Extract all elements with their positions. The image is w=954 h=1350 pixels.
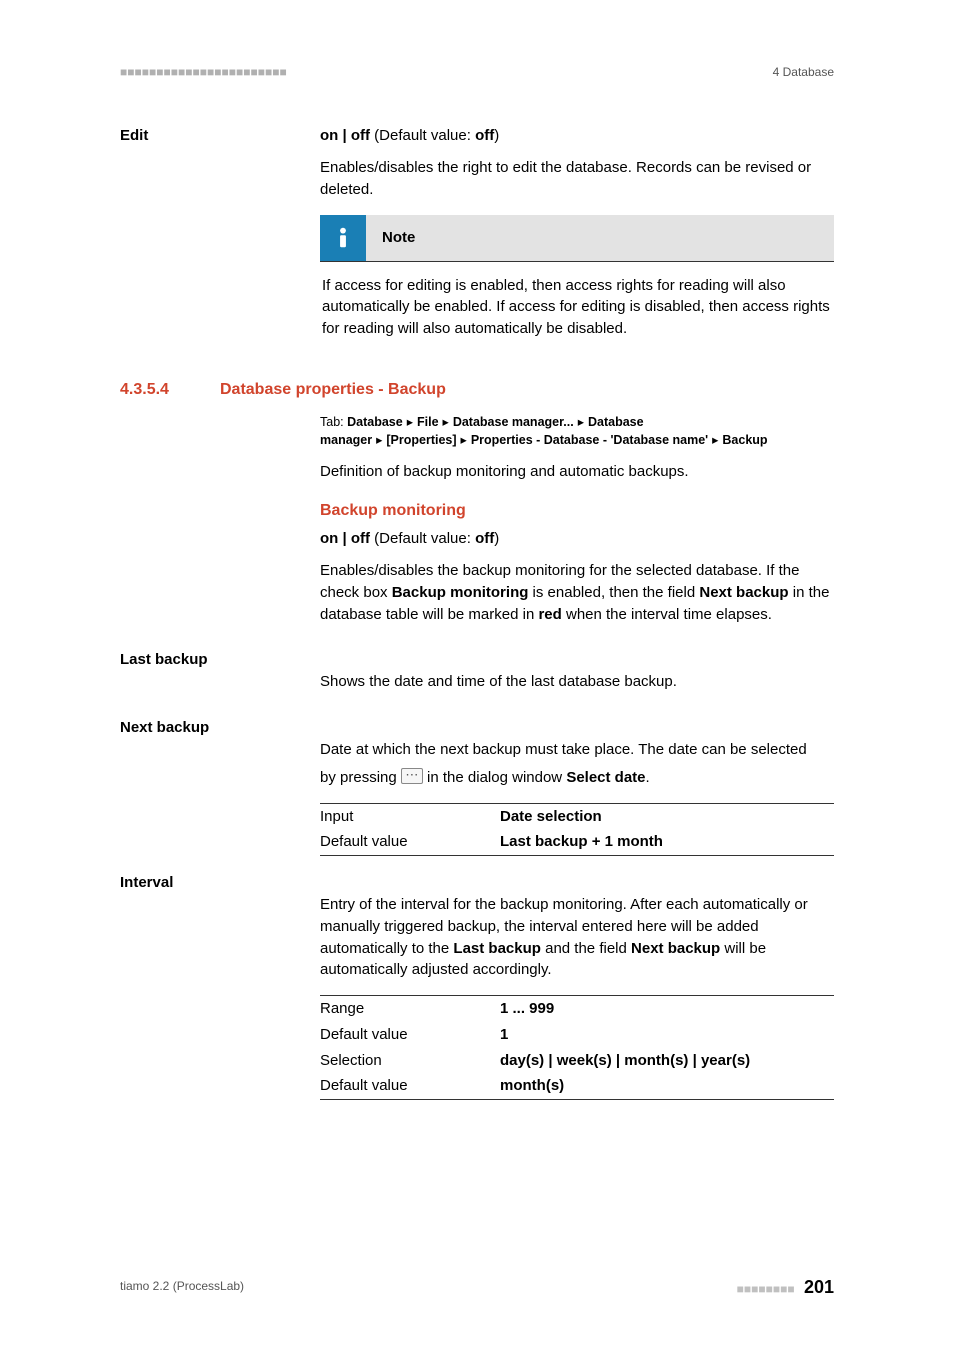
bm-onoff: on | off	[320, 530, 370, 547]
ellipsis-button-icon[interactable]	[401, 768, 423, 784]
table-cell-label: Range	[320, 998, 500, 1020]
breadcrumb: Tab: Database▸File▸Database manager...▸D…	[320, 413, 834, 449]
table-cell-label: Default value	[320, 831, 500, 853]
edit-onoff-suffix: )	[494, 127, 499, 144]
footer-page-wrap: ■■■■■■■■ 201	[737, 1274, 834, 1300]
next-backup-line2: by pressing in the dialog window Select …	[320, 767, 834, 789]
note-title: Note	[382, 227, 415, 249]
footer-product: tiamo 2.2 (ProcessLab)	[120, 1278, 244, 1295]
breadcrumb-item: [Properties]	[386, 433, 456, 447]
note-header: Note	[320, 215, 834, 262]
edit-onoff: on | off	[320, 127, 370, 144]
interval-description: Entry of the interval for the backup mon…	[320, 894, 834, 981]
field-label-last-backup: Last backup	[120, 649, 310, 671]
subheading-backup-monitoring: Backup monitoring	[320, 499, 834, 522]
table-cell-value: Last backup + 1 month	[500, 831, 834, 853]
breadcrumb-item: Database	[347, 415, 403, 429]
backup-monitoring-description: Enables/disables the backup monitoring f…	[320, 560, 834, 625]
table-row: Default value Last backup + 1 month	[320, 829, 834, 855]
edit-description: Enables/disables the right to edit the d…	[320, 157, 834, 201]
interval-table: Range 1 ... 999 Default value 1 Selectio…	[320, 995, 834, 1100]
field-label-interval: Interval	[120, 872, 310, 894]
table-row: Range 1 ... 999	[320, 996, 834, 1022]
last-backup-description: Shows the date and time of the last data…	[320, 671, 834, 693]
breadcrumb-item: File	[417, 415, 439, 429]
table-cell-value: day(s) | week(s) | month(s) | year(s)	[500, 1050, 834, 1072]
bm-onoff-suffix: )	[494, 530, 499, 547]
table-cell-value: 1	[500, 1024, 834, 1046]
table-cell-value: 1 ... 999	[500, 998, 834, 1020]
breadcrumb-item: Database manager...	[453, 415, 574, 429]
section-description: Definition of backup monitoring and auto…	[320, 461, 834, 483]
table-row: Selection day(s) | week(s) | month(s) | …	[320, 1048, 834, 1074]
section-number: 4.3.5.4	[120, 378, 220, 401]
edit-default-label: (Default value:	[370, 127, 475, 144]
bm-default-value: off	[475, 530, 494, 547]
table-row: Input Date selection	[320, 804, 834, 830]
breadcrumb-item: Backup	[722, 433, 767, 447]
next-backup-table: Input Date selection Default value Last …	[320, 803, 834, 857]
table-cell-label: Input	[320, 806, 500, 828]
table-cell-label: Selection	[320, 1050, 500, 1072]
table-cell-label: Default value	[320, 1075, 500, 1097]
next-backup-line1: Date at which the next backup must take …	[320, 739, 834, 761]
section-heading-row: 4.3.5.4 Database properties - Backup	[120, 378, 834, 401]
table-cell-value: Date selection	[500, 806, 834, 828]
info-icon	[320, 215, 366, 261]
page-number: 201	[804, 1277, 834, 1297]
field-label-next-backup: Next backup	[120, 717, 310, 739]
table-cell-value: month(s)	[500, 1075, 834, 1097]
bm-default-label: (Default value:	[370, 530, 475, 547]
page-footer: tiamo 2.2 (ProcessLab) ■■■■■■■■ 201	[120, 1274, 834, 1300]
table-row: Default value 1	[320, 1022, 834, 1048]
note-body: If access for editing is enabled, then a…	[320, 275, 834, 340]
edit-default-value: off	[475, 127, 494, 144]
breadcrumb-item: Properties - Database - 'Database name'	[471, 433, 708, 447]
footer-ornament: ■■■■■■■■	[737, 1282, 795, 1296]
section-title: Database properties - Backup	[220, 378, 446, 401]
table-row: Default value month(s)	[320, 1073, 834, 1099]
field-label-edit: Edit	[120, 125, 310, 147]
header-chapter: 4 Database	[773, 64, 834, 81]
table-cell-label: Default value	[320, 1024, 500, 1046]
note-box: Note If access for editing is enabled, t…	[320, 215, 834, 340]
header-ornament: ■■■■■■■■■■■■■■■■■■■■■■■	[120, 64, 287, 81]
backup-monitoring-onoff-row: on | off (Default value: off)	[320, 528, 834, 550]
page-header: ■■■■■■■■■■■■■■■■■■■■■■■ 4 Database	[120, 64, 834, 81]
breadcrumb-prefix: Tab:	[320, 415, 347, 429]
edit-onoff-row: on | off (Default value: off)	[320, 125, 834, 147]
